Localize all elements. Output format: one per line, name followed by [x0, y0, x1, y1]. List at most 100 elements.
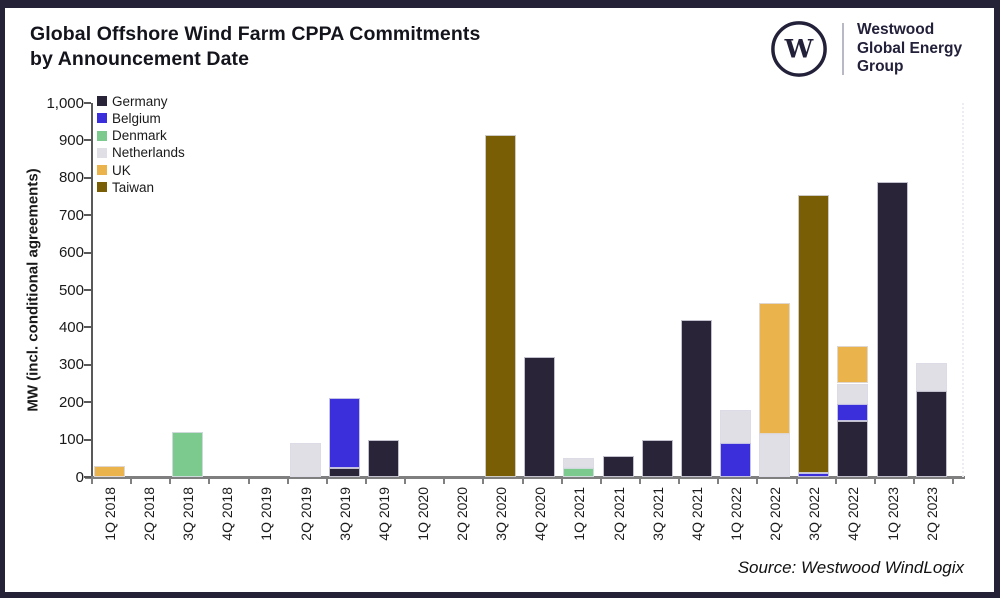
- y-tick-mark: [84, 363, 91, 366]
- x-tick-mark: [91, 479, 93, 484]
- legend-item-denmark: Denmark: [97, 128, 185, 144]
- x-tick-mark: [443, 479, 446, 484]
- x-axis-label: 4Q 2018: [219, 487, 236, 541]
- bar-segment-uk: [759, 303, 791, 434]
- y-tick-mark: [84, 139, 91, 142]
- x-tick-mark: [364, 479, 367, 484]
- x-axis-label: 4Q 2021: [688, 487, 705, 541]
- westwood-monogram-icon: W: [771, 21, 827, 77]
- x-tick-mark: [952, 479, 955, 484]
- logo-wordmark-line2: Global Energy: [857, 39, 963, 57]
- svg-text:W: W: [784, 35, 814, 65]
- bar-segment-germany: [524, 357, 556, 477]
- y-tick-mark: [84, 289, 91, 291]
- x-tick-mark: [521, 479, 524, 484]
- legend-label: Denmark: [112, 128, 167, 144]
- plot-right-dotted-line: [962, 103, 964, 477]
- x-tick-mark: [756, 479, 759, 484]
- legend-label: UK: [112, 162, 131, 178]
- x-tick-mark: [404, 479, 407, 484]
- x-axis-label: 2Q 2019: [297, 487, 314, 541]
- x-tick-mark: [325, 479, 328, 484]
- legend-label: Belgium: [112, 110, 161, 126]
- legend-swatch-icon: [97, 165, 107, 176]
- x-axis-label: 1Q 2021: [571, 487, 588, 541]
- y-axis-line: [91, 103, 93, 477]
- bar-segment-netherlands: [759, 433, 791, 477]
- y-tick-mark: [84, 214, 91, 217]
- x-axis-label: 3Q 2021: [649, 487, 666, 541]
- x-tick-mark: [678, 479, 681, 484]
- legend-item-netherlands: Netherlands: [97, 145, 185, 161]
- x-axis-label: 2Q 2020: [454, 487, 471, 541]
- chart-title: Global Offshore Wind Farm CPPA Commitmen…: [30, 22, 480, 72]
- x-axis-label: 1Q 2020: [414, 487, 431, 541]
- x-axis-label: 1Q 2022: [728, 487, 745, 541]
- bar-segment-netherlands: [915, 362, 947, 391]
- logo-wordmark-line3: Group: [857, 58, 904, 76]
- y-tick-label: 700: [58, 206, 84, 224]
- x-axis-label: 2Q 2023: [923, 487, 940, 541]
- bar-segment-uk: [837, 346, 869, 384]
- legend-swatch-icon: [97, 182, 107, 193]
- legend-item-taiwan: Taiwan: [97, 180, 185, 195]
- westwood-logo: W Westwood Global Energy Group: [770, 20, 962, 78]
- chart-title-line2: by Announcement Date: [30, 48, 250, 70]
- legend-label: Netherlands: [112, 145, 185, 161]
- bar-segment-germany: [915, 390, 947, 477]
- bar-segment-belgium: [798, 473, 830, 477]
- legend: Germany Belgium Denmark Netherlands UK Taiwan: [97, 94, 185, 198]
- legend-swatch-icon: [97, 113, 107, 124]
- legend-swatch-icon: [97, 147, 107, 158]
- bar-segment-germany: [367, 439, 399, 477]
- bar-segment-belgium: [328, 398, 360, 468]
- frame-border-bottom: [0, 592, 1000, 598]
- bar-segment-germany: [837, 420, 869, 477]
- legend-label: Germany: [112, 93, 168, 109]
- x-axis-label: 4Q 2020: [532, 487, 549, 541]
- bar-segment-germany: [680, 319, 712, 477]
- chart-title-line1: Global Offshore Wind Farm CPPA Commitmen…: [30, 23, 481, 45]
- bar-segment-germany: [328, 467, 360, 477]
- x-tick-mark: [286, 479, 289, 484]
- logo-wordmark: Westwood Global Energy Group: [857, 21, 962, 77]
- y-tick-mark: [84, 176, 91, 179]
- y-tick-label: 400: [58, 318, 84, 336]
- frame-border-right: [994, 0, 1000, 598]
- y-tick-label: 300: [58, 356, 84, 374]
- frame-border-left: [0, 0, 5, 598]
- bar-segment-germany: [641, 439, 673, 477]
- frame-border-top: [0, 0, 1000, 8]
- y-tick-mark: [84, 326, 91, 329]
- bar-segment-denmark: [563, 467, 595, 477]
- x-axis-label: 3Q 2020: [493, 487, 510, 541]
- x-axis-label: 4Q 2019: [375, 487, 392, 541]
- y-tick-mark: [84, 102, 91, 104]
- legend-swatch-icon: [97, 130, 107, 141]
- bar-segment-netherlands: [720, 409, 752, 444]
- x-axis-label: 1Q 2018: [101, 487, 118, 541]
- x-tick-mark: [130, 479, 133, 484]
- bar-segment-germany: [602, 456, 634, 477]
- y-tick-label: 1,000: [46, 94, 84, 112]
- y-tick-label: 500: [58, 281, 84, 299]
- x-tick-mark: [169, 479, 172, 484]
- legend-swatch-icon: [97, 96, 107, 106]
- x-axis-label: 2Q 2021: [610, 487, 627, 541]
- y-tick-label: 100: [58, 431, 84, 449]
- x-axis-label: 1Q 2023: [884, 487, 901, 541]
- x-axis-line: [85, 476, 965, 479]
- x-tick-mark: [247, 479, 250, 484]
- logo-wordmark-line1: Westwood: [857, 21, 935, 39]
- x-tick-mark: [873, 479, 876, 484]
- y-tick-label: 800: [58, 169, 84, 187]
- x-axis-label: 1Q 2019: [258, 487, 275, 541]
- x-tick-mark: [834, 479, 837, 484]
- bar-segment-netherlands: [563, 458, 595, 468]
- y-tick-label: 200: [58, 393, 84, 411]
- y-tick-mark: [84, 401, 91, 404]
- y-tick-mark: [84, 438, 91, 441]
- x-axis-label: 3Q 2019: [336, 487, 353, 541]
- x-tick-mark: [638, 479, 641, 484]
